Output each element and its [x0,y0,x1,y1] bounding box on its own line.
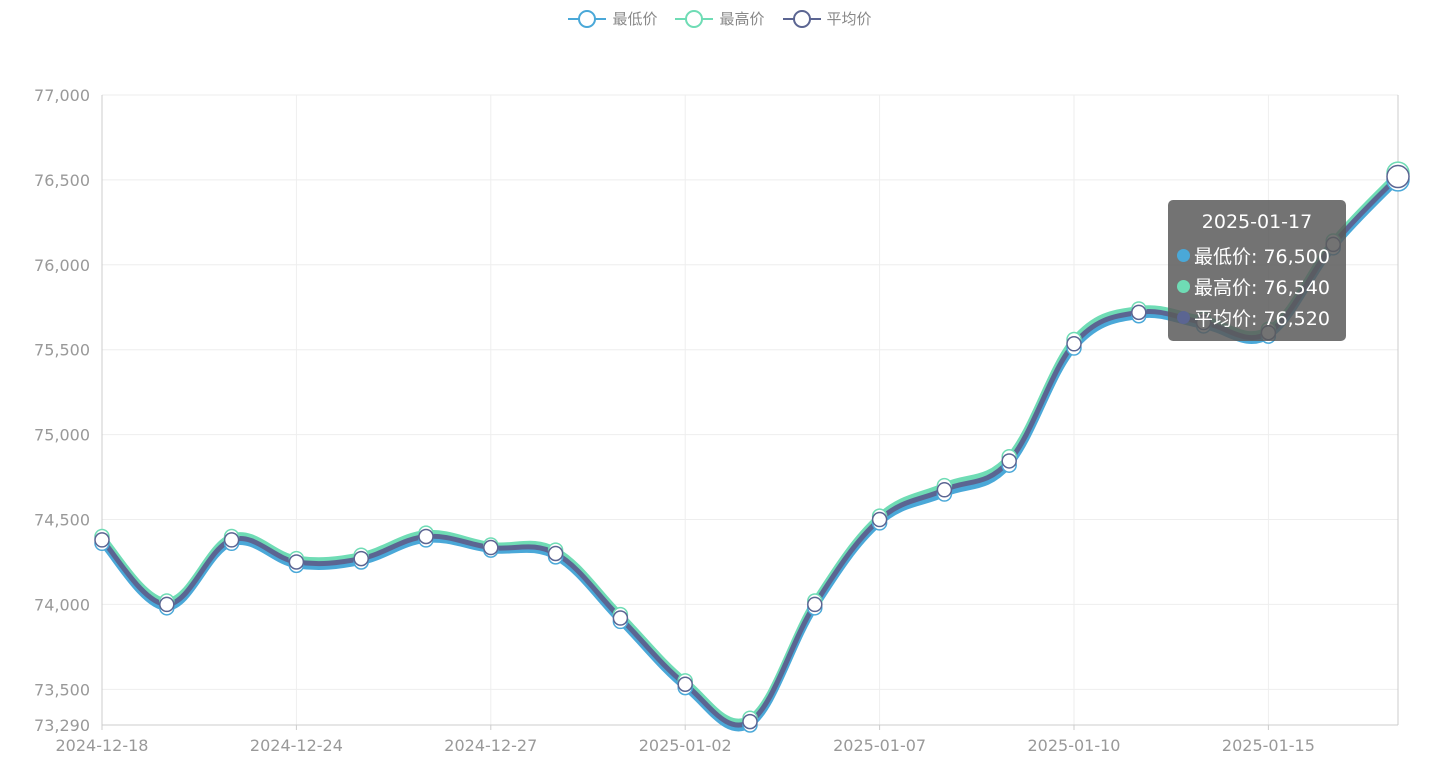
tooltip-row-high: 最高价: 76,540 [1168,271,1346,302]
y-tick-label: 76,500 [34,171,90,190]
tooltip-row-low: 最低价: 76,500 [1168,240,1346,271]
legend: 最低价 最高价 平均价 [0,8,1440,29]
tooltip-dot-avg-icon [1177,311,1190,324]
tooltip-row-avg: 平均价: 76,520 [1168,302,1346,333]
tooltip-dot-low-icon [1177,249,1190,262]
x-tick-label: 2024-12-27 [444,736,537,755]
legend-item-high[interactable]: 最高价 [675,8,765,29]
data-point [1066,336,1082,352]
data-point [1001,453,1017,469]
data-point [936,482,953,498]
legend-label-avg: 平均价 [826,10,872,28]
tooltip-value-low: 最低价: 76,500 [1194,246,1330,268]
x-tick-label: 2025-01-15 [1222,736,1315,755]
data-point [288,554,305,570]
y-tick-label: 74,000 [34,595,90,614]
data-point [612,610,629,626]
legend-swatch-avg-icon [782,9,821,28]
data-point [1131,304,1147,321]
data-point [677,676,693,692]
x-tick-label: 2024-12-18 [56,736,149,755]
legend-item-low[interactable]: 最低价 [568,8,657,29]
legend-label-high: 最高价 [719,10,765,28]
x-tick-label: 2025-01-10 [1028,736,1121,755]
data-point [483,539,499,556]
legend-label-low: 最低价 [612,10,658,28]
tooltip-value-avg: 平均价: 76,520 [1194,308,1330,330]
data-point [223,532,240,548]
tooltip-dot-high-icon [1177,280,1190,293]
data-point [807,596,823,613]
x-tick-label: 2024-12-24 [250,736,343,755]
x-tick-label: 2025-01-07 [833,736,926,755]
tooltip-value-high: 最高价: 76,540 [1194,277,1330,299]
data-point [547,545,564,562]
legend-swatch-high-icon [675,9,714,28]
y-tick-label: 77,000 [34,86,90,105]
y-tick-label: 75,000 [34,426,90,445]
data-point [742,713,758,730]
data-point [159,596,175,613]
x-tick-label: 2025-01-02 [639,736,732,755]
y-tick-label: 75,500 [34,341,90,360]
data-point [871,511,888,528]
legend-item-avg[interactable]: 平均价 [782,8,872,29]
legend-swatch-low-icon [568,9,607,28]
y-tick-label: 73,290 [34,716,90,735]
y-tick-label: 73,500 [34,680,90,699]
data-point [1386,164,1410,189]
tooltip-date: 2025-01-17 [1201,211,1313,233]
y-tick-label: 74,500 [34,511,90,530]
data-point [94,532,110,548]
tooltip: 2025-01-17 最低价: 76,500 最高价: 76,540 平均价: … [1168,200,1346,341]
y-tick-label: 76,000 [34,256,90,275]
data-point [353,550,369,567]
data-point [418,528,434,545]
